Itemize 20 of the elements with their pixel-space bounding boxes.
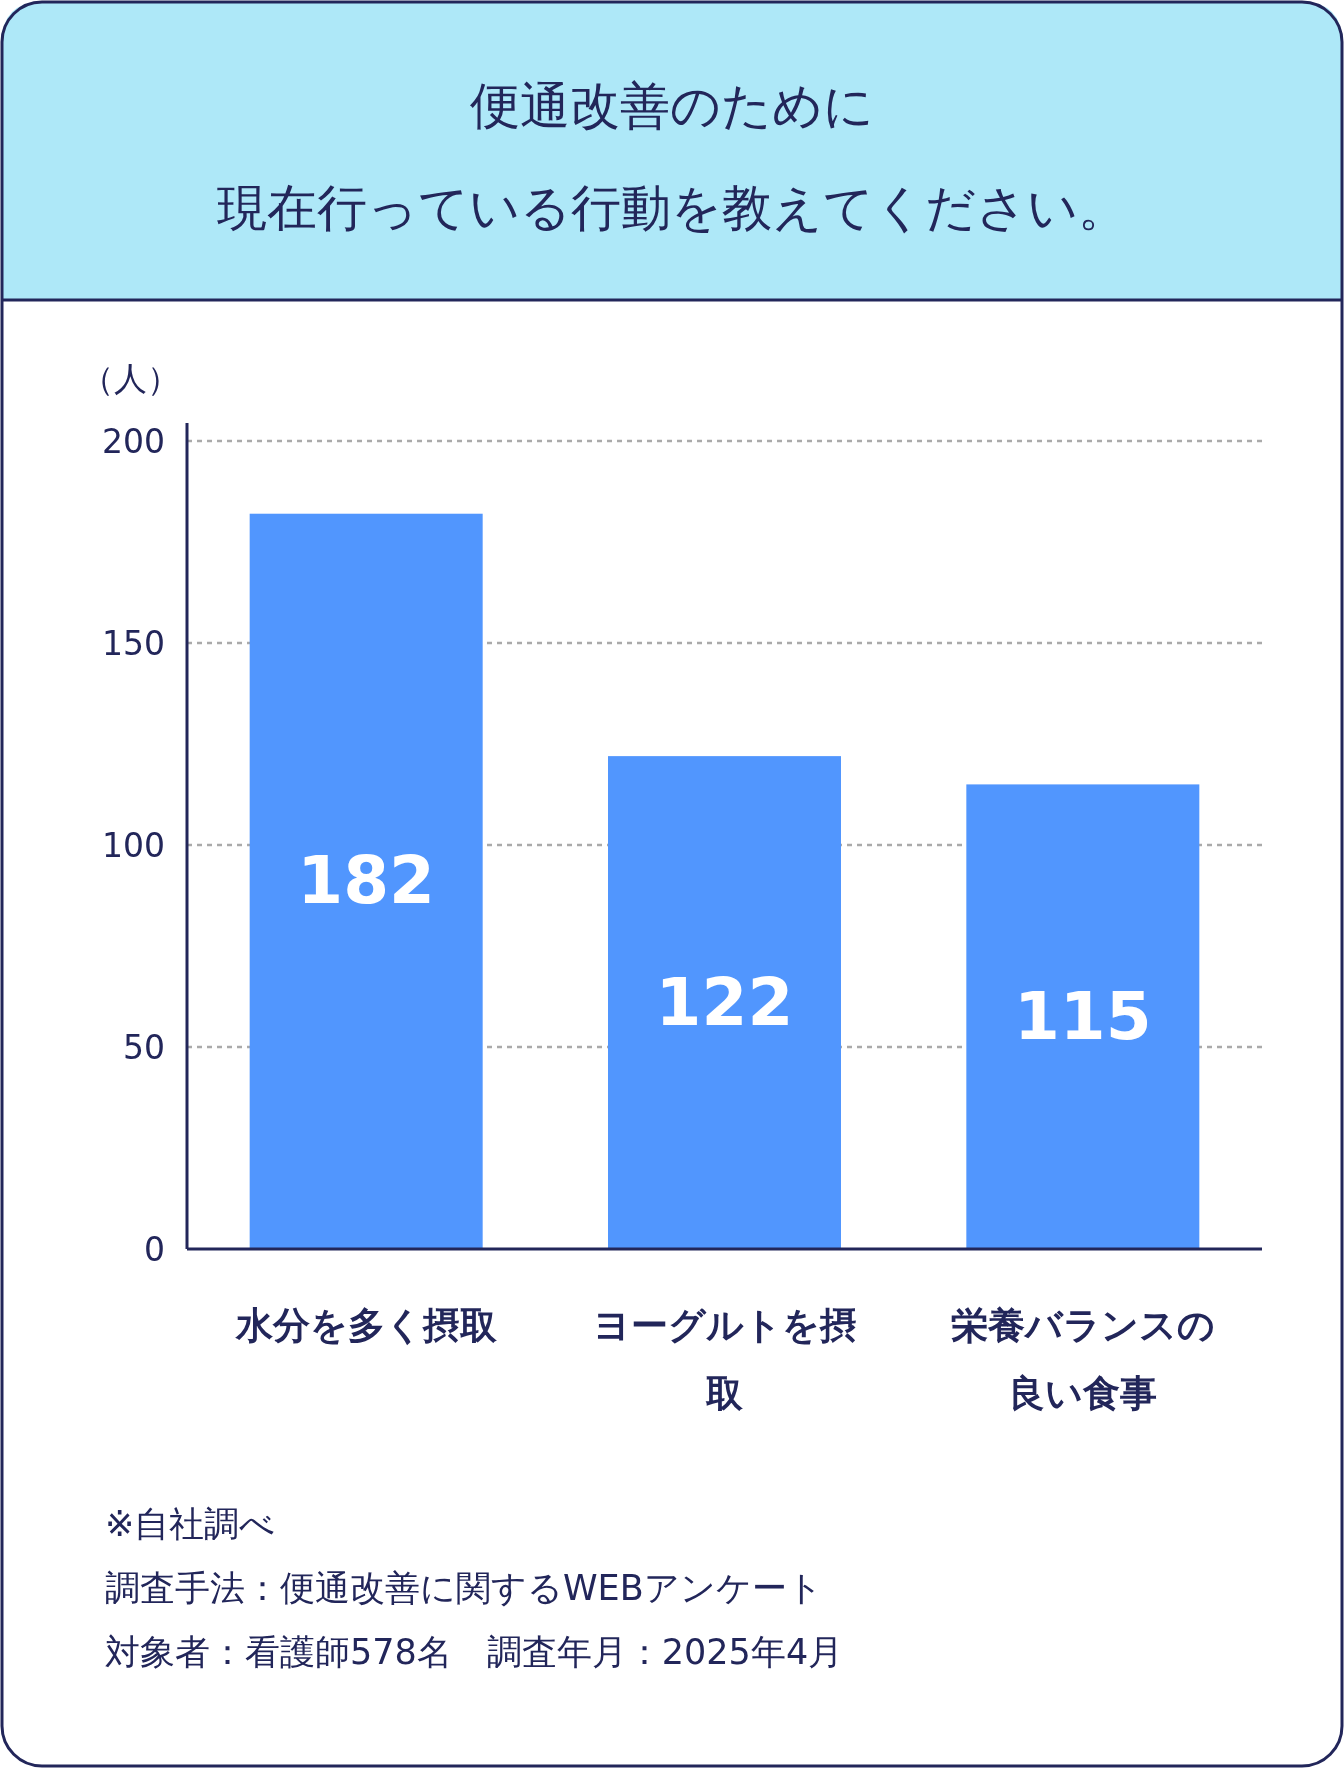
y-axis-title: （人） bbox=[80, 359, 180, 398]
bar bbox=[249, 513, 483, 1249]
y-tick-label: 0 bbox=[144, 1230, 165, 1269]
chart-subtitle: 現在行っている行動を教えてください。 bbox=[216, 179, 1128, 237]
y-tick-label: 200 bbox=[102, 422, 165, 461]
bar bbox=[966, 784, 1200, 1249]
y-tick-label: 50 bbox=[123, 1028, 165, 1067]
text: 対象者：看護師578名 調査年月：2025年4月 bbox=[105, 1632, 844, 1672]
x-tick-label: 水分を多く摂取 bbox=[234, 1304, 497, 1347]
y-tick-label: 150 bbox=[102, 624, 165, 663]
x-tick-label: ヨーグルトを摂取 bbox=[592, 1304, 857, 1415]
data-label: 122 bbox=[655, 963, 794, 1041]
bar bbox=[608, 756, 841, 1249]
data-label: 115 bbox=[1013, 977, 1152, 1055]
data-label: 182 bbox=[297, 842, 436, 920]
text: 調査手法：便通改善に関するWEBアンケート bbox=[105, 1568, 823, 1608]
text: ※自社調べ bbox=[105, 1504, 276, 1544]
y-tick-label: 100 bbox=[102, 826, 165, 865]
x-tick-label: 栄養バランスの良い食事 bbox=[950, 1304, 1215, 1415]
chart-title: 便通改善のために bbox=[470, 77, 874, 135]
